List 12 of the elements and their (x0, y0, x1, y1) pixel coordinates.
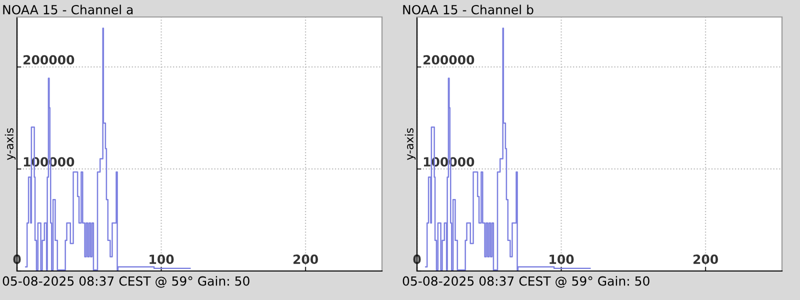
y-tick-label: 200000 (424, 55, 474, 65)
x-tick-label: 200 (693, 254, 718, 264)
chart-title: NOAA 15 - Channel a (3, 4, 133, 14)
y-tick-label: 200000 (24, 55, 74, 65)
text: 05-08-2025 08:37 CEST @ 59° Gain: 50 (2, 276, 250, 288)
y-axis-title: y-axis (4, 128, 16, 160)
x-tick-label: 100 (150, 254, 174, 264)
chart-title: NOAA 15 - Channel b (403, 4, 534, 14)
text: 05-08-2025 08:37 CEST @ 59° Gain: 50 (402, 276, 650, 288)
y-axis-title: y-axis (404, 128, 416, 160)
x-tick-label: 100 (550, 254, 574, 264)
x-tick-label: 200 (293, 254, 318, 264)
